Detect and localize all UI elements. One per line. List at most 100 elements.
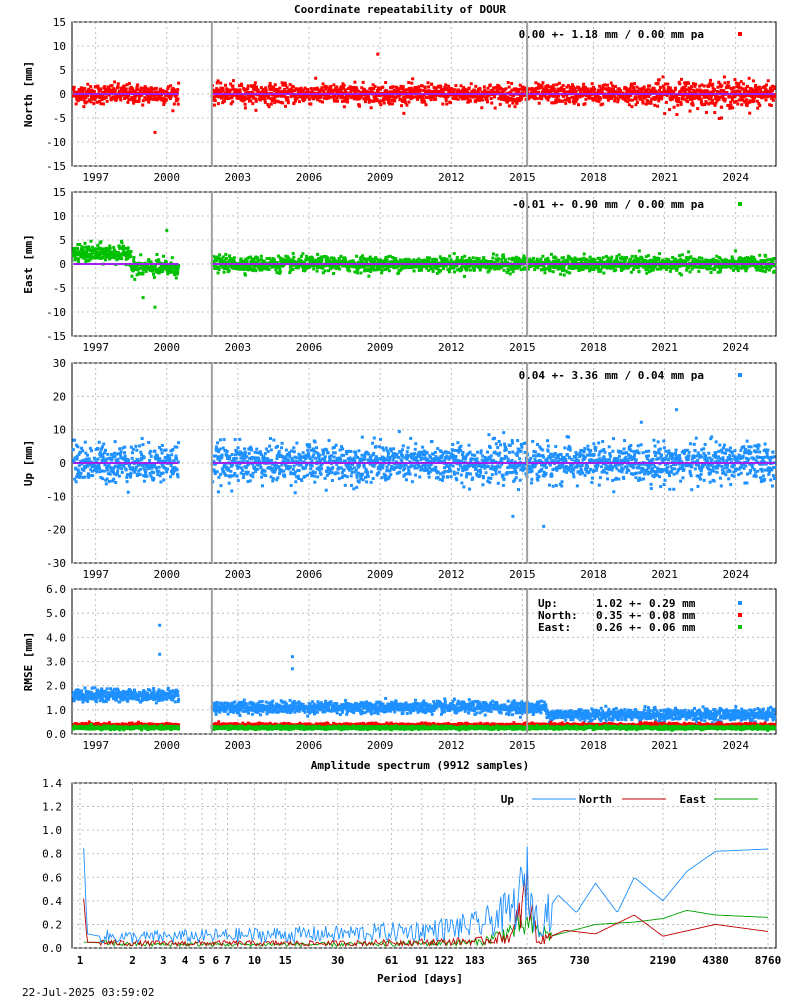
data-point xyxy=(528,87,532,91)
data-point xyxy=(288,259,292,263)
data-point xyxy=(425,256,429,260)
data-point xyxy=(497,257,501,261)
data-point xyxy=(297,100,301,104)
data-point xyxy=(216,91,220,95)
data-point xyxy=(151,87,155,91)
data-point xyxy=(100,445,104,449)
data-point xyxy=(319,255,323,259)
data-point xyxy=(672,260,676,264)
data-point xyxy=(88,249,92,253)
data-point xyxy=(159,87,163,91)
data-point xyxy=(76,260,80,264)
data-point xyxy=(546,258,550,262)
data-point xyxy=(404,101,408,105)
data-point xyxy=(758,104,762,108)
data-point xyxy=(618,261,622,265)
data-point xyxy=(606,98,610,102)
data-point xyxy=(404,265,408,269)
data-point xyxy=(662,265,666,269)
data-point xyxy=(475,256,479,260)
data-point xyxy=(765,91,769,95)
data-point xyxy=(335,96,339,100)
data-point xyxy=(293,89,297,93)
data-point xyxy=(403,96,407,100)
data-point xyxy=(717,117,721,121)
data-point xyxy=(176,97,180,101)
data-point xyxy=(729,103,733,107)
data-point xyxy=(129,250,133,254)
x-tick-label: 2000 xyxy=(154,171,181,184)
data-point xyxy=(588,269,592,273)
data-point xyxy=(499,265,503,269)
data-point xyxy=(560,266,564,270)
data-point xyxy=(97,87,101,91)
data-point xyxy=(672,90,676,94)
data-point xyxy=(176,270,180,274)
data-point xyxy=(657,256,661,260)
data-point xyxy=(387,97,391,101)
data-point xyxy=(752,90,756,94)
data-point xyxy=(90,245,94,249)
data-point xyxy=(681,94,685,98)
data-point xyxy=(233,260,237,264)
data-point xyxy=(566,270,570,274)
data-point xyxy=(176,88,180,92)
data-point xyxy=(518,258,522,262)
data-point xyxy=(539,94,543,98)
data-point xyxy=(367,100,371,104)
data-point xyxy=(423,263,427,267)
data-point xyxy=(543,271,547,275)
data-point xyxy=(88,252,92,256)
data-point xyxy=(256,88,260,92)
data-point xyxy=(211,88,215,92)
data-point xyxy=(758,253,762,257)
data-point xyxy=(520,96,524,100)
data-point xyxy=(128,251,132,255)
data-point xyxy=(380,268,384,272)
data-point xyxy=(471,260,475,264)
data-point xyxy=(121,91,125,95)
data-point xyxy=(372,268,376,272)
data-point xyxy=(327,94,331,98)
data-point xyxy=(262,94,266,98)
data-point xyxy=(460,257,464,261)
data-point xyxy=(149,94,153,98)
data-point xyxy=(410,81,414,85)
data-point xyxy=(152,275,156,279)
data-point xyxy=(497,267,501,271)
data-point xyxy=(402,111,406,115)
data-point xyxy=(447,270,451,274)
data-point xyxy=(585,258,589,262)
data-point xyxy=(441,267,445,271)
data-point xyxy=(447,84,451,88)
data-point xyxy=(648,88,652,92)
data-point xyxy=(616,100,620,104)
data-point xyxy=(619,89,623,93)
data-point xyxy=(343,90,347,94)
data-point xyxy=(99,102,103,106)
data-point xyxy=(693,263,697,267)
x-tick-label: 2024 xyxy=(722,568,749,581)
data-point xyxy=(237,90,241,94)
data-point xyxy=(601,102,605,106)
data-point xyxy=(588,95,592,99)
data-point xyxy=(387,100,391,104)
data-point xyxy=(763,270,767,274)
data-point xyxy=(598,256,602,260)
data-point xyxy=(712,102,716,106)
data-point xyxy=(282,89,286,93)
data-point xyxy=(286,96,290,100)
data-point xyxy=(383,96,387,100)
data-point xyxy=(307,97,311,101)
data-point xyxy=(295,96,299,100)
data-point xyxy=(491,252,495,256)
data-point xyxy=(447,268,451,272)
data-point xyxy=(606,256,610,260)
data-point xyxy=(243,106,247,110)
data-point xyxy=(454,260,458,264)
data-point xyxy=(342,105,346,109)
x-tick-label: 2021 xyxy=(651,341,678,354)
data-point xyxy=(582,82,586,86)
data-point xyxy=(577,268,581,272)
data-point xyxy=(243,273,247,277)
